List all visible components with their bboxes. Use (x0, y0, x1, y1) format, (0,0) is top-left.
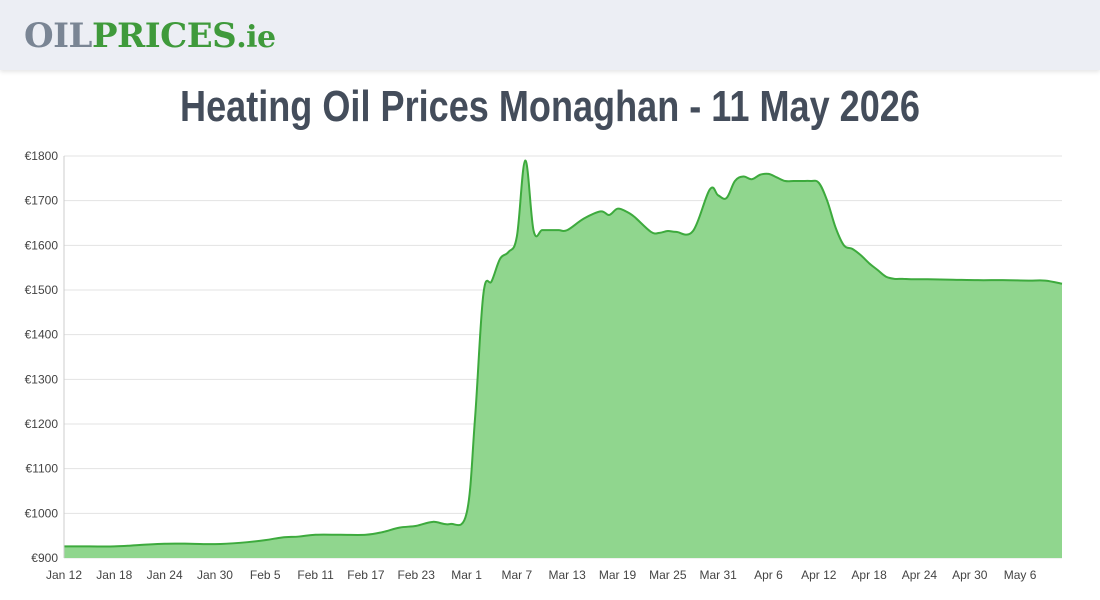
x-tick-label: Jan 12 (46, 568, 82, 582)
x-tick-label: Feb 23 (398, 568, 436, 582)
page-title: Heating Oil Prices Monaghan - 11 May 202… (180, 82, 920, 131)
y-tick-label: €1000 (25, 506, 59, 520)
x-tick-label: Feb 5 (250, 568, 281, 582)
x-tick-label: Apr 24 (902, 568, 938, 582)
y-tick-label: €1600 (25, 238, 59, 252)
x-tick-label: May 6 (1004, 568, 1037, 582)
x-tick-label: Mar 19 (599, 568, 637, 582)
logo-text-oil: OIL (24, 16, 92, 56)
y-tick-label: €1500 (25, 283, 59, 297)
y-tick-label: €1200 (25, 417, 59, 431)
x-tick-label: Mar 25 (649, 568, 687, 582)
y-tick-label: €1400 (25, 328, 59, 342)
x-tick-label: Mar 1 (451, 568, 482, 582)
series-area (64, 160, 1062, 558)
x-tick-label: Apr 18 (851, 568, 887, 582)
x-tick-label: Jan 18 (96, 568, 132, 582)
x-tick-label: Jan 30 (197, 568, 233, 582)
site-logo[interactable]: OILPRICES.ie (24, 16, 276, 58)
series-line (64, 159, 1063, 548)
x-tick-label: Apr 12 (801, 568, 837, 582)
x-tick-label: Apr 6 (754, 568, 783, 582)
site-header: OILPRICES.ie (0, 0, 1100, 70)
x-tick-label: Feb 17 (347, 568, 385, 582)
logo-text-prices: PRICES (91, 16, 237, 56)
x-tick-label: Feb 11 (297, 568, 334, 582)
y-tick-label: €1700 (25, 194, 59, 208)
y-tick-label: €1800 (25, 149, 59, 163)
x-tick-label: Mar 31 (699, 568, 737, 582)
y-tick-label: €1300 (25, 372, 59, 386)
x-tick-label: Mar 13 (549, 568, 587, 582)
x-tick-label: Apr 30 (952, 568, 988, 582)
logo-text-ie: .ie (236, 20, 276, 55)
x-tick-label: Jan 24 (147, 568, 183, 582)
y-tick-label: €1100 (26, 462, 59, 476)
y-tick-label: €900 (31, 551, 58, 565)
x-tick-label: Mar 7 (502, 568, 533, 582)
